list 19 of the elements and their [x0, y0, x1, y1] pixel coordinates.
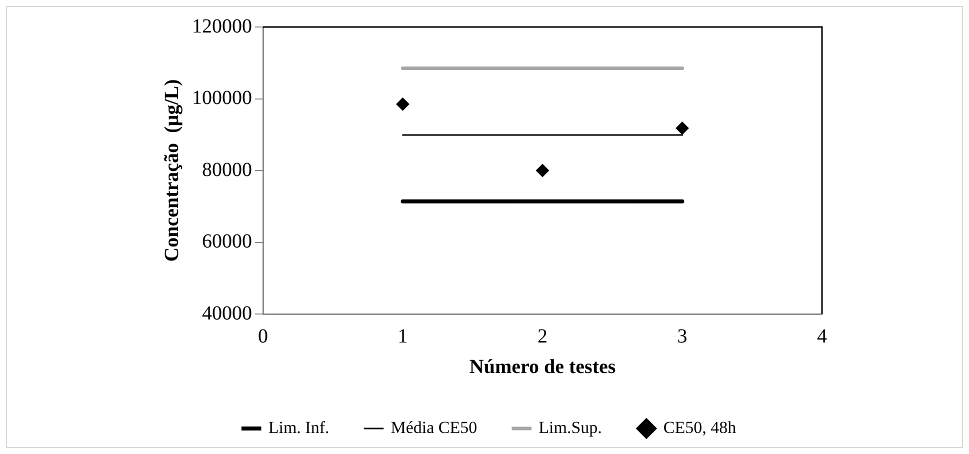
legend-label: Lim. Inf.	[268, 418, 330, 437]
y-tick-label: 100000	[192, 87, 252, 109]
y-tick-label: 80000	[202, 158, 252, 181]
y-tick-label: 40000	[202, 302, 252, 324]
legend-label: Média CE50	[390, 418, 478, 437]
x-tick-label: 1	[398, 325, 408, 348]
x-tick-label: 0	[258, 325, 268, 348]
x-tick-label: 3	[677, 325, 688, 348]
x-axis-title: Número de testes	[469, 356, 616, 378]
x-tick-label: 2	[538, 325, 548, 348]
point	[396, 98, 410, 111]
point	[536, 164, 549, 177]
x-tick-label: 4	[817, 325, 827, 348]
y-tick-label: 60000	[202, 230, 252, 252]
legend-label: CE50, 48h	[663, 418, 737, 437]
y-tick-label: 120000	[192, 15, 252, 38]
y-axis-title: Concentração (µg/L)	[161, 79, 184, 262]
legend-label: Lim.Sup.	[538, 418, 602, 437]
point	[676, 122, 689, 135]
